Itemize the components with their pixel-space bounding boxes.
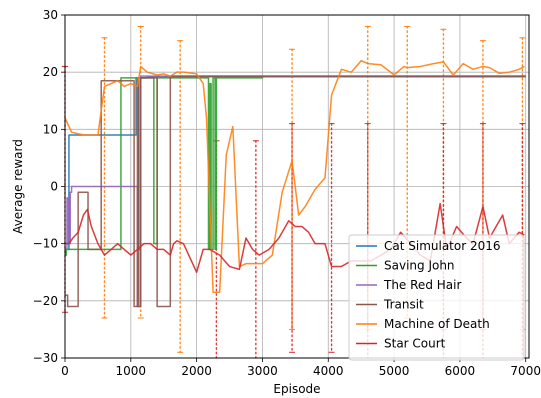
y-tick-label: −10 (33, 237, 58, 251)
axis-ticks: 0 1000 2000 3000 4000 5000 6000 7000 −30 −20 −10 0 1… (33, 8, 541, 378)
series-line-machine-of-death (64, 59, 525, 294)
x-axis-label: Episode (273, 382, 320, 396)
series-line-transit (65, 75, 526, 308)
legend-label: Machine of Death (384, 317, 490, 331)
x-tick-label: 3000 (247, 364, 278, 378)
legend-label: The Red Hair (383, 278, 461, 292)
x-tick-label: 7000 (510, 364, 541, 378)
y-tick-label: 10 (43, 122, 58, 136)
legend-label: Saving John (384, 259, 455, 273)
x-tick-label: 4000 (313, 364, 344, 378)
y-tick-label: 0 (50, 180, 58, 194)
x-tick-label: 0 (61, 364, 69, 378)
series-line-saving-john (65, 75, 526, 256)
y-tick-label: 30 (43, 8, 58, 22)
y-tick-label: −30 (33, 351, 58, 365)
y-axis-label: Average reward (11, 139, 25, 234)
x-tick-label: 5000 (379, 364, 410, 378)
x-tick-label: 2000 (181, 364, 212, 378)
y-tick-label: 20 (43, 65, 58, 79)
x-tick-label: 6000 (445, 364, 476, 378)
legend-label: Star Court (384, 337, 446, 351)
legend-label: Cat Simulator 2016 (384, 239, 501, 253)
legend: Cat Simulator 2016 Saving John The Red Hai… (348, 234, 525, 361)
y-tick-label: −20 (33, 294, 58, 308)
legend-box (348, 234, 525, 361)
legend-label: Transit (383, 298, 424, 312)
x-tick-label: 1000 (116, 364, 147, 378)
